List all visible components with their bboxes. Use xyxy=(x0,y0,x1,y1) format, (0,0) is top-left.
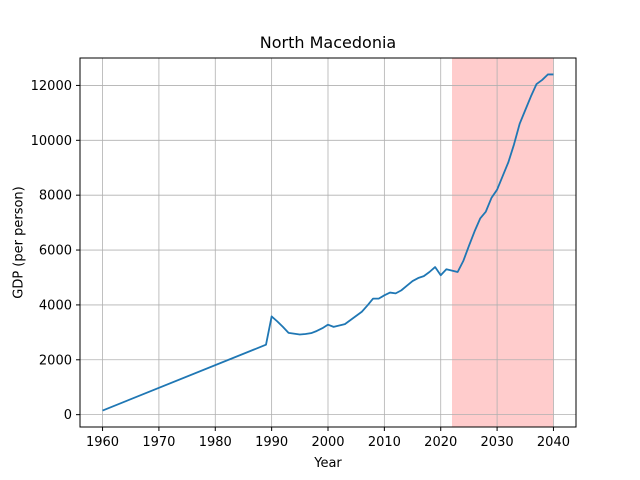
y-tick-label: 10000 xyxy=(31,134,72,149)
y-tick-label: 6000 xyxy=(39,244,72,259)
x-tick-label: 2000 xyxy=(311,435,344,450)
forecast-shaded-region xyxy=(452,58,554,427)
y-tick-label: 2000 xyxy=(39,353,72,368)
x-axis-label: Year xyxy=(313,456,342,471)
x-tick-label: 1970 xyxy=(142,435,175,450)
y-tick-label: 8000 xyxy=(39,189,72,204)
series-line xyxy=(102,73,554,412)
x-tick-label: 1980 xyxy=(199,435,232,450)
x-tick-label: 1990 xyxy=(255,435,288,450)
y-tick-label: 0 xyxy=(64,408,72,423)
x-tick-label: 1960 xyxy=(86,435,119,450)
chart-title: North Macedonia xyxy=(260,33,396,52)
x-tick-label: 2020 xyxy=(424,435,457,450)
y-tick-label: 4000 xyxy=(39,298,72,313)
y-axis-label: GDP (per person) xyxy=(12,186,27,299)
x-tick-label: 2010 xyxy=(368,435,401,450)
y-tick-label: 12000 xyxy=(31,79,72,94)
x-tick-label: 2040 xyxy=(537,435,570,450)
x-tick-label: 2030 xyxy=(481,435,514,450)
